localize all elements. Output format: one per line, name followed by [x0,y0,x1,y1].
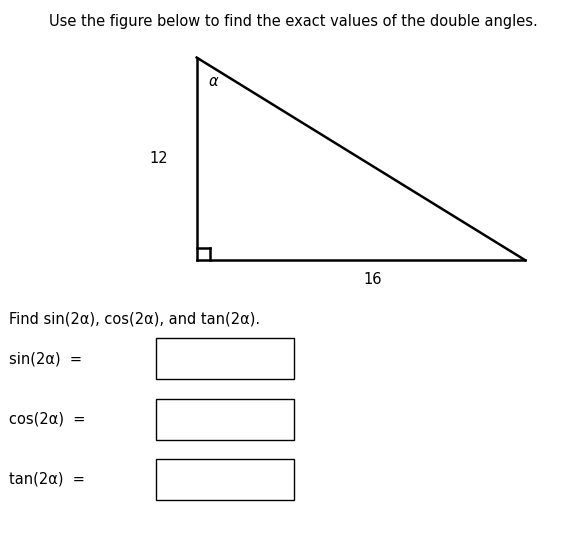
Text: 16: 16 [363,272,382,287]
Text: Find sin(2α), cos(2α), and tan(2α).: Find sin(2α), cos(2α), and tan(2α). [9,311,260,327]
Bar [156,399,294,439]
Bar [156,459,294,500]
Text: Use the figure below to find the exact values of the double angles.: Use the figure below to find the exact v… [49,14,538,28]
Text: α: α [208,74,218,89]
Text: sin(2α)  =: sin(2α) = [9,351,82,367]
Text: cos(2α)  =: cos(2α) = [9,412,85,427]
Text: tan(2α)  =: tan(2α) = [9,472,85,487]
Text: 12: 12 [149,151,168,167]
Bar [156,338,294,379]
